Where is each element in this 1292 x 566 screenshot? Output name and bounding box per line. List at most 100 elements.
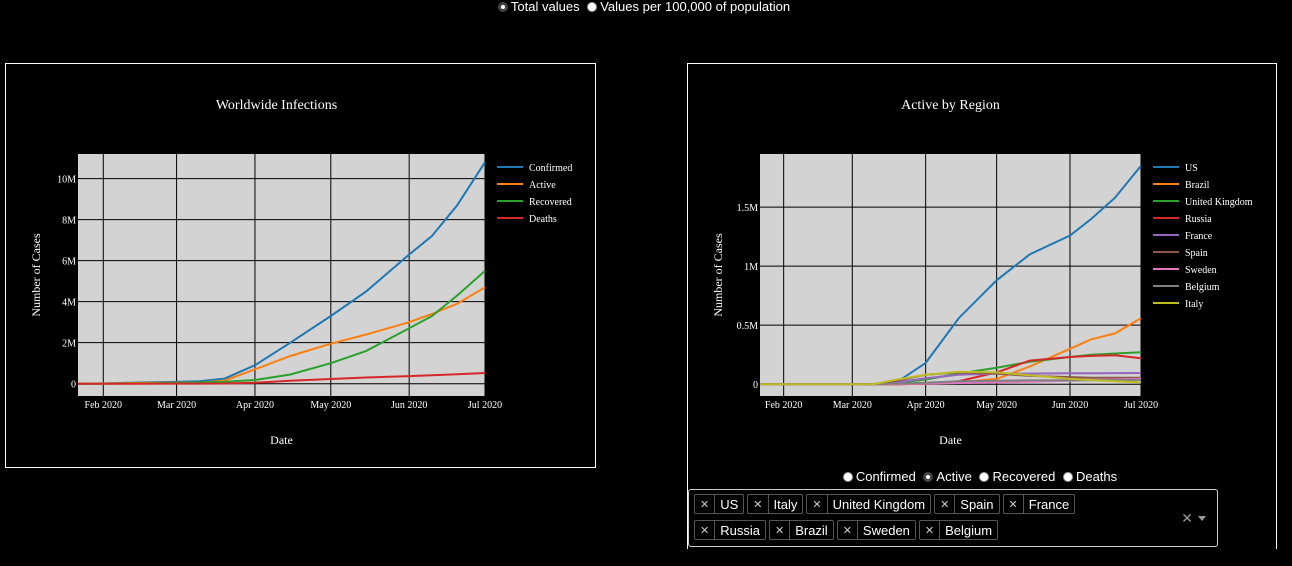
radio-per-100k[interactable]: Values per 100,000 of population	[587, 0, 790, 14]
region-tag-label: Brazil	[795, 522, 828, 538]
radio-confirmed-indicator[interactable]	[842, 471, 853, 482]
x-tick-label: Apr 2020	[907, 400, 945, 411]
region-tag: ✕ Sweden	[836, 520, 916, 540]
region-tag: ✕ Italy	[747, 494, 804, 514]
remove-tag-icon[interactable]: ✕	[1004, 495, 1024, 513]
radio-confirmed[interactable]: Confirmed	[842, 469, 916, 484]
region-tag-label: US	[720, 496, 739, 512]
x-tick-label: Jun 2020	[391, 400, 427, 411]
worldwide-infections-chart: Worldwide Infections Feb 2020 Mar 2020 Apr …	[29, 98, 572, 447]
chart-title: Worldwide Infections	[216, 98, 337, 113]
y-tick-label: 8M	[62, 216, 76, 227]
x-tick-label: Feb 2020	[765, 400, 803, 411]
region-tag-list: ✕ US ✕ Italy ✕ United Kingdom ✕ Spain ✕ France ✕ Ru…	[694, 494, 1144, 546]
remove-tag-icon[interactable]: ✕	[935, 495, 956, 513]
legend-label: Italy	[1185, 299, 1203, 310]
region-tag: ✕ Spain	[934, 494, 1000, 514]
radio-total-values[interactable]: Total values	[497, 0, 580, 14]
remove-tag-icon[interactable]: ✕	[748, 495, 769, 513]
x-tick-label: May 2020	[976, 400, 1017, 411]
y-tick-label: 0	[753, 380, 758, 391]
radio-active-indicator[interactable]	[923, 471, 934, 482]
region-chart-panel: Active by Region Feb 2020 Mar 2020 Apr 2020…	[687, 63, 1277, 549]
radio-per-100k-indicator[interactable]	[587, 1, 598, 12]
legend-label: Deaths	[529, 214, 557, 225]
region-tag: ✕ Russia	[694, 520, 766, 540]
legend-label: Spain	[1185, 248, 1208, 259]
legend-label: Sweden	[1185, 265, 1217, 276]
radio-deaths[interactable]: Deaths	[1062, 469, 1118, 484]
radio-recovered-label: Recovered	[992, 469, 1056, 484]
remove-tag-icon[interactable]: ✕	[838, 521, 858, 539]
region-tag: ✕ Belgium	[918, 520, 999, 540]
y-tick-label: 1.5M	[737, 203, 759, 214]
remove-tag-icon[interactable]: ✕	[920, 521, 941, 539]
radio-total-values-label: Total values	[510, 0, 580, 14]
region-tag-label: Russia	[720, 522, 760, 538]
y-tick-label: 2M	[62, 339, 76, 350]
y-tick-label: 0.5M	[737, 321, 759, 332]
value-mode-radio-group: Total values Values per 100,000 of popul…	[0, 0, 1292, 15]
region-tag-label: Spain	[960, 496, 994, 512]
worldwide-chart-panel: Worldwide Infections Feb 2020 Mar 2020 Apr …	[5, 63, 596, 468]
remove-tag-icon[interactable]: ✕	[695, 495, 716, 513]
x-tick-label: Mar 2020	[833, 400, 872, 411]
radio-recovered-indicator[interactable]	[979, 471, 990, 482]
y-tick-label: 4M	[62, 298, 76, 309]
region-tag: ✕ United Kingdom	[806, 494, 932, 514]
region-tag: ✕ US	[694, 494, 745, 514]
legend-label: Russia	[1185, 214, 1212, 225]
metric-radio-group: Confirmed Active Recovered Deaths	[687, 469, 1277, 485]
x-tick-label: Jul 2020	[468, 400, 502, 411]
plot-area	[760, 154, 1141, 396]
y-axis-label: Number of Cases	[711, 233, 725, 317]
radio-recovered[interactable]: Recovered	[979, 469, 1055, 484]
region-tag-label: France	[1028, 496, 1070, 512]
series-line-italy	[760, 370, 1142, 386]
legend-label: Active	[529, 180, 556, 191]
region-tag-label: United Kingdom	[832, 496, 926, 512]
x-tick-label: Mar 2020	[157, 400, 196, 411]
legend-label: Brazil	[1185, 180, 1210, 191]
x-tick-label: Feb 2020	[85, 400, 123, 411]
clear-all-icon[interactable]: ✕	[1181, 510, 1193, 526]
legend-label: US	[1185, 163, 1198, 174]
radio-per-100k-label: Values per 100,000 of population	[600, 0, 791, 14]
y-tick-label: 1M	[744, 262, 758, 273]
radio-deaths-indicator[interactable]	[1062, 471, 1073, 482]
x-tick-label: Apr 2020	[236, 400, 274, 411]
y-tick-label: 10M	[57, 175, 76, 186]
radio-active-label: Active	[936, 469, 972, 484]
region-tag-label: Belgium	[945, 522, 993, 538]
legend-label: Belgium	[1185, 282, 1220, 293]
region-tag-label: Italy	[773, 496, 798, 512]
legend-label: France	[1185, 231, 1213, 242]
remove-tag-icon[interactable]: ✕	[770, 521, 791, 539]
y-tick-label: 0	[71, 380, 76, 391]
region-tag: ✕ Brazil	[768, 520, 834, 540]
chart-title: Active by Region	[901, 98, 1000, 113]
legend-label: United Kingdom	[1185, 197, 1253, 208]
y-tick-label: 6M	[62, 257, 76, 268]
chevron-down-icon[interactable]	[1198, 516, 1206, 521]
legend-label: Confirmed	[529, 163, 572, 174]
radio-confirmed-label: Confirmed	[855, 469, 916, 484]
x-tick-label: Jun 2020	[1052, 400, 1088, 411]
series-line-deaths	[78, 372, 486, 385]
region-tag-label: Sweden	[862, 522, 910, 538]
radio-active[interactable]: Active	[923, 469, 972, 484]
region-multi-select[interactable]: ✕ US ✕ Italy ✕ United Kingdom ✕ Spain ✕ France ✕ Ru…	[688, 489, 1218, 547]
y-axis-label: Number of Cases	[29, 233, 43, 317]
x-axis-label: Date	[270, 433, 293, 447]
legend-label: Recovered	[529, 197, 572, 208]
x-tick-label: May 2020	[310, 400, 351, 411]
radio-total-values-indicator[interactable]	[497, 1, 508, 12]
radio-deaths-label: Deaths	[1075, 469, 1118, 484]
region-tag: ✕ France	[1002, 494, 1076, 514]
remove-tag-icon[interactable]: ✕	[807, 495, 828, 513]
x-tick-label: Jul 2020	[1124, 400, 1158, 411]
x-axis-label: Date	[939, 433, 962, 447]
remove-tag-icon[interactable]: ✕	[695, 521, 716, 539]
active-by-region-chart: Active by Region Feb 2020 Mar 2020 Apr 2020…	[711, 98, 1253, 447]
plot-area	[78, 154, 485, 396]
